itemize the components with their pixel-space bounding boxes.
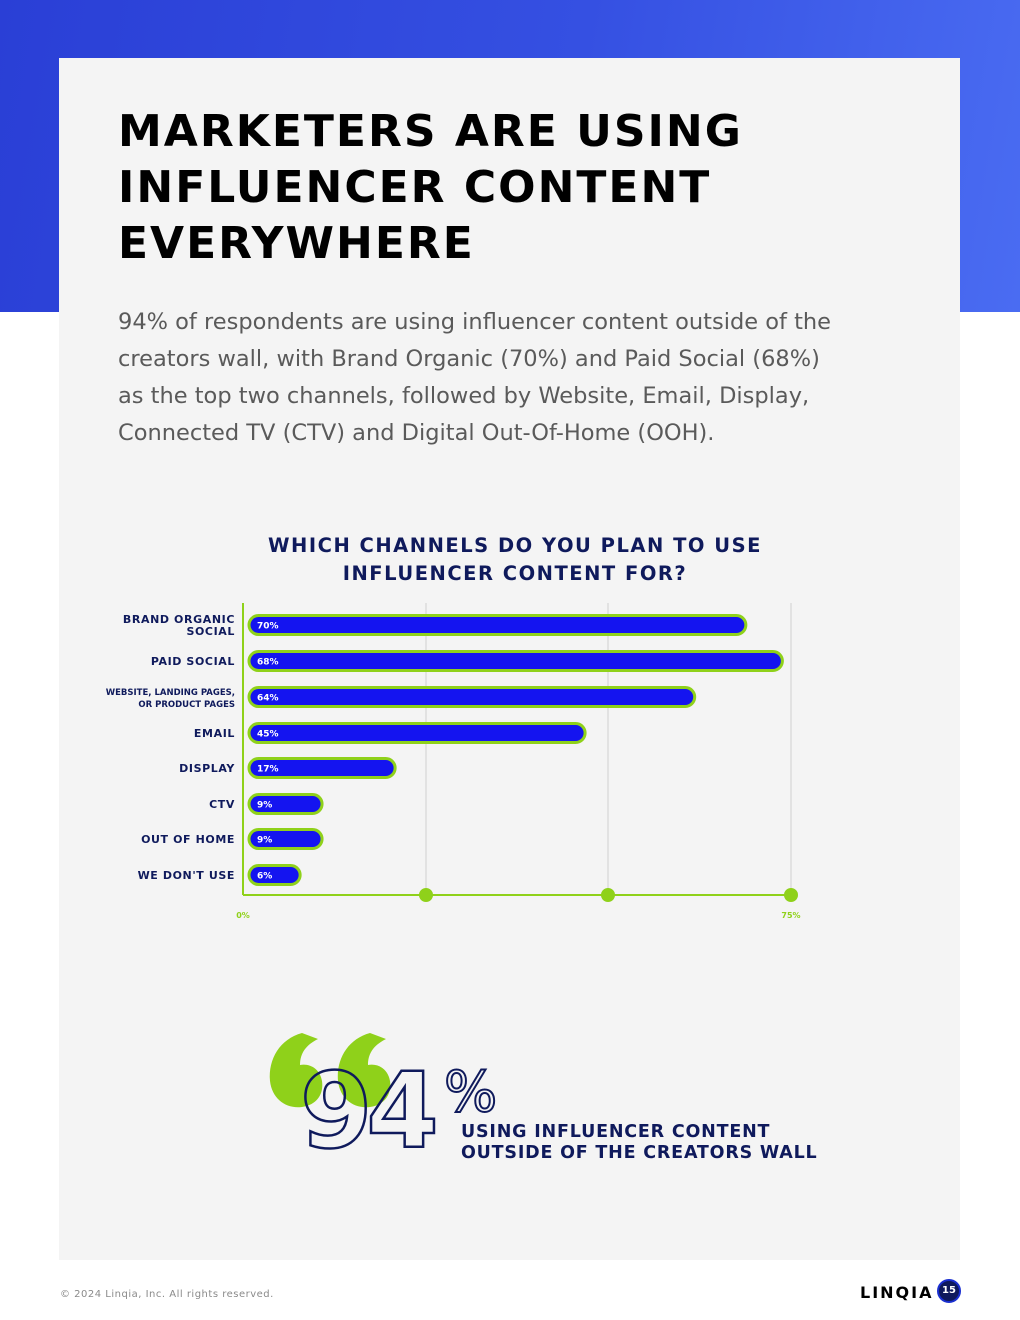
bar	[247, 722, 587, 744]
stat-percent: %	[444, 1060, 497, 1125]
category-label: OR PRODUCT PAGES	[138, 700, 235, 710]
chart-title-line: WHICH CHANNELS DO YOU PLAN TO USE	[268, 534, 762, 557]
intro-line: 94% of respondents are using influencer …	[118, 309, 832, 335]
copyright-text: © 2024 Linqia, Inc. All rights reserved.	[60, 1289, 274, 1300]
bar-data-label: 45%	[257, 730, 279, 740]
category-label: CTV	[209, 798, 235, 811]
chart-title-line: INFLUENCER CONTENT FOR?	[342, 562, 688, 585]
category-label: SOCIAL	[186, 625, 235, 638]
intro-line: creators wall, with Brand Organic (70%) …	[118, 346, 820, 372]
stat-graphic: 94 %	[269, 1033, 498, 1165]
bar	[247, 757, 397, 779]
x-tick-label: 75%	[781, 911, 800, 920]
linqia-logo: LINQIA	[860, 1283, 934, 1302]
intro-paragraph: 94% of respondents are using influencer …	[118, 304, 898, 452]
axis-dot	[784, 888, 798, 902]
page-title: MARKETERS ARE USING INFLUENCER CONTENT E…	[118, 104, 878, 272]
axis-dot	[419, 888, 433, 902]
bar-data-label: 6%	[257, 872, 272, 882]
stat-number: 94	[300, 1050, 434, 1165]
intro-line: as the top two channels, followed by Web…	[118, 383, 810, 409]
bar	[247, 614, 748, 636]
category-label: BRAND ORGANIC	[123, 613, 235, 626]
page-title-line: MARKETERS ARE USING	[118, 106, 743, 157]
bar	[247, 793, 324, 815]
stat-caption-line: OUTSIDE OF THE CREATORS WALL	[461, 1143, 818, 1163]
bar-data-label: 9%	[257, 836, 272, 846]
axis-dot	[601, 888, 615, 902]
stat-caption-line: USING INFLUENCER CONTENT	[461, 1122, 771, 1142]
stat-caption: USING INFLUENCER CONTENT OUTSIDE OF THE …	[461, 1122, 817, 1164]
category-label: WEBSITE, LANDING PAGES,	[106, 688, 235, 698]
x-tick-label: 0%	[236, 911, 250, 920]
page-title-line: INFLUENCER CONTENT	[118, 162, 712, 213]
page-number-badge: 15	[937, 1279, 961, 1303]
quote-marks-icon	[269, 1033, 391, 1108]
intro-line: Connected TV (CTV) and Digital Out-Of-Ho…	[118, 420, 715, 446]
bar	[247, 828, 324, 850]
chart-title: WHICH CHANNELS DO YOU PLAN TO USE INFLUE…	[200, 532, 830, 588]
category-label: PAID SOCIAL	[151, 655, 235, 668]
bar-data-label: 64%	[257, 694, 279, 704]
bar-data-label: 68%	[257, 658, 279, 668]
bar	[247, 650, 784, 672]
category-label: EMAIL	[194, 727, 235, 740]
category-label: WE DON'T USE	[138, 869, 235, 882]
category-label: OUT OF HOME	[141, 833, 235, 846]
bar-data-label: 9%	[257, 801, 272, 811]
bar-data-label: 70%	[257, 622, 279, 632]
page-title-line: EVERYWHERE	[118, 218, 475, 269]
category-label: DISPLAY	[179, 762, 235, 775]
bar	[247, 864, 302, 886]
bar-data-label: 17%	[257, 765, 279, 775]
bar	[247, 686, 697, 708]
